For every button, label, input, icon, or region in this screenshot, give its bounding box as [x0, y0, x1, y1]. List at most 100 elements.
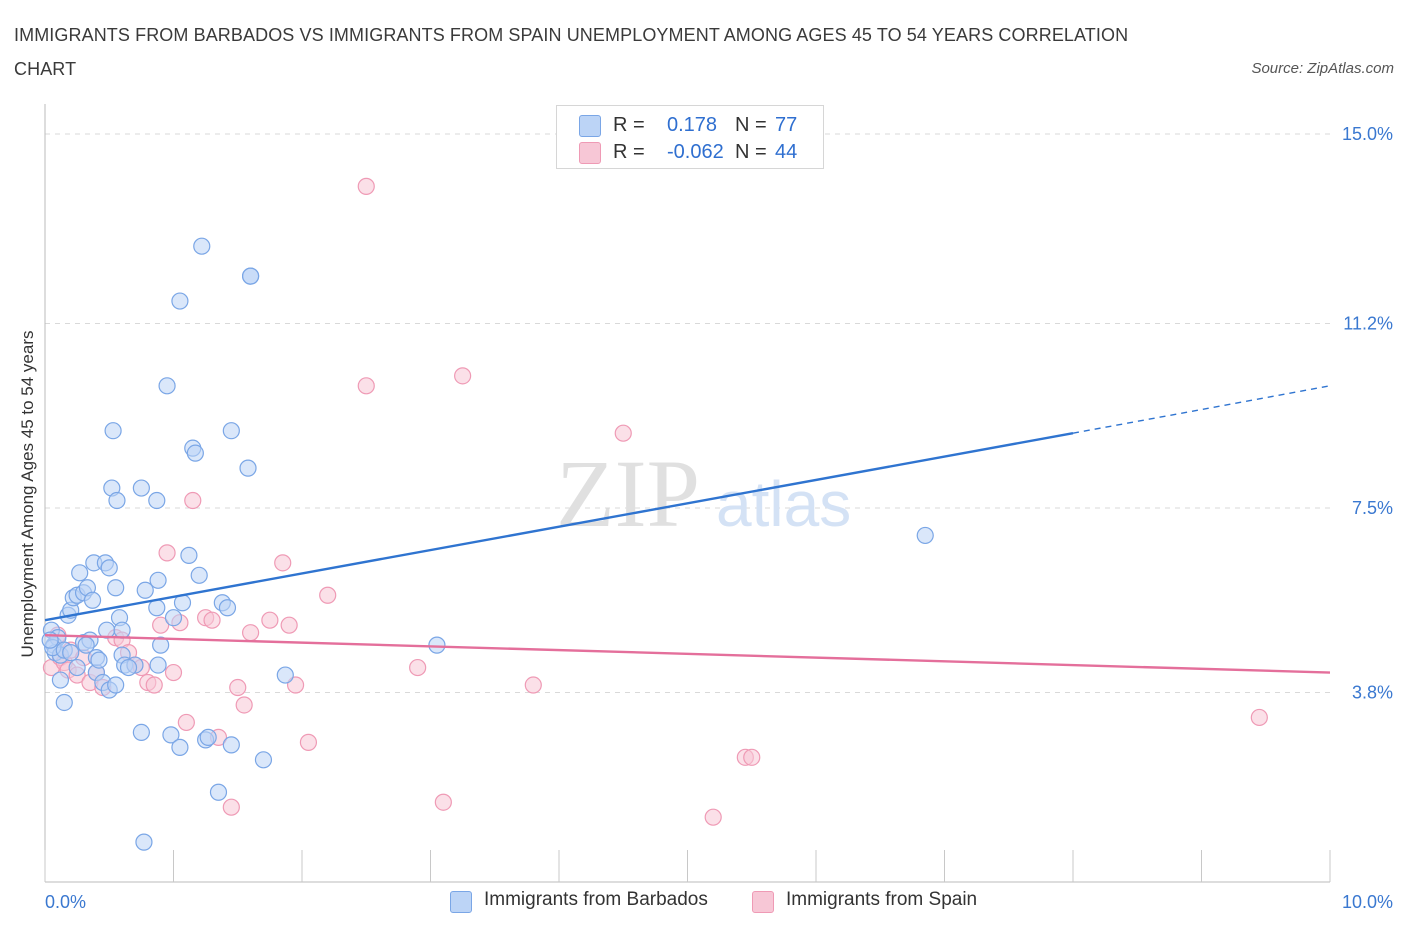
legend-n-value: 44: [775, 141, 798, 163]
barbados-trend-line: [44, 432, 1074, 622]
spain-point: [158, 544, 176, 562]
legend-n-value: 77: [775, 114, 798, 136]
legend-n-label: N =: [735, 141, 767, 163]
spain-point: [222, 798, 240, 816]
barbados-point: [62, 644, 80, 662]
barbados-point: [209, 783, 228, 801]
spain-point: [229, 678, 247, 697]
barbados-point: [428, 636, 446, 654]
barbados-point: [222, 422, 240, 440]
legend-r-value: 0.178: [667, 114, 718, 136]
barbados-point: [190, 566, 208, 584]
spain-point: [177, 713, 195, 732]
spain-point: [614, 424, 632, 442]
axes: [44, 104, 1331, 883]
barbados-point: [51, 671, 70, 689]
barbados-point: [55, 693, 73, 712]
spain-point: [145, 676, 163, 694]
x-tick-label: 0.0%: [45, 892, 86, 912]
y-tick-label: 15.0%: [1342, 124, 1393, 144]
series-barbados-points: [41, 237, 934, 851]
spain-point: [203, 611, 221, 629]
spain-point: [454, 367, 472, 385]
spain-point: [319, 586, 337, 604]
spain-point: [235, 696, 253, 714]
spain-point: [357, 377, 375, 395]
spain-point: [1250, 708, 1268, 727]
barbados-point: [90, 651, 108, 669]
spain-point: [524, 676, 542, 694]
barbados-point: [104, 422, 122, 440]
barbados-point: [68, 658, 86, 677]
barbados-point: [83, 591, 102, 609]
barbados-point: [132, 479, 150, 497]
barbados-point: [276, 666, 294, 684]
bottom-legend-swatch-barbados: [450, 891, 472, 913]
spain-point: [286, 676, 305, 694]
spain-point: [434, 793, 452, 811]
tick-labels: 3.8% 7.5% 11.2% 15.0% 0.0% 10.0%: [45, 124, 1393, 912]
spain-point: [152, 616, 170, 634]
barbados-point: [180, 546, 198, 564]
barbados-point: [149, 571, 167, 589]
barbados-point: [77, 636, 95, 654]
barbados-point: [171, 292, 189, 310]
barbados-point: [254, 751, 273, 769]
barbados-point: [148, 599, 166, 617]
barbados-point: [119, 658, 138, 677]
barbados-point: [100, 559, 118, 577]
legend-swatch-spain: [579, 142, 601, 164]
spain-point: [704, 808, 722, 826]
gridlines: [45, 133, 1330, 694]
barbados-point: [113, 621, 131, 639]
barbados-point: [193, 237, 211, 255]
spain-point: [280, 616, 298, 634]
watermark-atlas: atlas: [716, 468, 851, 540]
barbados-point: [107, 676, 125, 694]
correlation-legend: R = 0.178 N = 77 R = -0.062 N = 44: [556, 105, 824, 169]
bottom-legend-label-barbados: Immigrants from Barbados: [484, 889, 708, 910]
y-tick-label: 11.2%: [1343, 313, 1393, 333]
barbados-point: [108, 491, 126, 510]
barbados-point: [136, 581, 154, 599]
legend-n-label: N =: [735, 114, 767, 136]
barbados-point: [164, 609, 183, 627]
barbados-point: [199, 728, 217, 746]
spain-trend-line: [44, 633, 1331, 674]
legend-r-label: R =: [613, 141, 645, 163]
spain-point: [261, 611, 279, 629]
barbados-point: [239, 459, 257, 477]
barbados-point: [171, 738, 189, 756]
spain-point: [184, 491, 202, 510]
barbados-point: [148, 491, 166, 510]
watermark-zip: ZIP: [556, 440, 700, 547]
barbados-point: [222, 736, 240, 754]
barbados-point: [152, 636, 170, 654]
spain-point: [274, 554, 292, 572]
legend-r-value: -0.062: [667, 141, 724, 163]
barbados-point: [162, 726, 180, 744]
legend-swatch-barbados: [579, 115, 601, 137]
spain-point: [164, 663, 183, 682]
source-label: Source: ZipAtlas.com: [1251, 60, 1394, 77]
y-tick-label: 3.8%: [1352, 683, 1393, 703]
barbados-point: [242, 267, 260, 285]
spain-point: [357, 177, 375, 195]
spain-point: [299, 733, 318, 751]
y-axis-label: Unemployment Among Ages 45 to 54 years: [18, 331, 37, 658]
legend-r-label: R =: [613, 114, 645, 136]
bottom-legend-label-spain: Immigrants from Spain: [786, 889, 978, 910]
trend-lines: [44, 385, 1331, 674]
barbados-point: [149, 656, 167, 674]
barbados-point: [186, 444, 204, 462]
barbados-point: [916, 526, 934, 545]
bottom-legend-swatch-spain: [752, 891, 774, 913]
barbados-point: [135, 833, 153, 851]
barbados-point: [158, 377, 176, 395]
barbados-point: [71, 564, 89, 582]
barbados-point: [132, 723, 150, 742]
y-tick-label: 7.5%: [1352, 498, 1393, 518]
x-tick-label: 10.0%: [1342, 892, 1393, 912]
spain-point: [743, 748, 761, 766]
